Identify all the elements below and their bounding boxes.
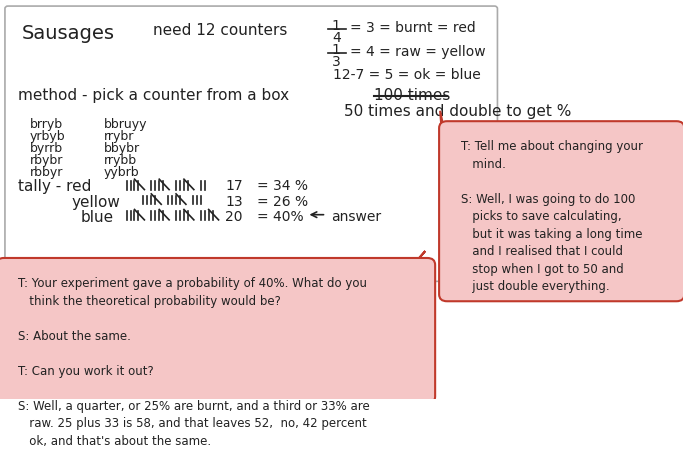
FancyBboxPatch shape <box>5 6 498 281</box>
Text: brryb: brryb <box>30 118 63 131</box>
Text: T: Tell me about changing your
   mind.

S: Well, I was going to do 100
   picks: T: Tell me about changing your mind. S: … <box>461 140 643 293</box>
Text: Sausages: Sausages <box>21 24 115 43</box>
Text: 12-7 = 5 = ok = blue: 12-7 = 5 = ok = blue <box>333 67 481 82</box>
Text: yellow: yellow <box>71 195 120 210</box>
Text: rbybr: rbybr <box>30 154 63 167</box>
Text: bbybr: bbybr <box>104 142 140 155</box>
Text: 50 times and double to get %: 50 times and double to get % <box>344 104 571 119</box>
Text: 100 times: 100 times <box>374 89 451 103</box>
Text: 3: 3 <box>332 55 341 70</box>
Text: bbruyy: bbruyy <box>104 118 147 131</box>
Text: 17: 17 <box>225 179 243 193</box>
Text: byrrb: byrrb <box>30 142 63 155</box>
Text: rbbyr: rbbyr <box>30 166 63 179</box>
Text: rrybr: rrybr <box>104 130 134 143</box>
Text: method - pick a counter from a box: method - pick a counter from a box <box>18 89 289 103</box>
Polygon shape <box>390 251 425 291</box>
Text: need 12 counters: need 12 counters <box>153 23 287 37</box>
Text: = 40%: = 40% <box>257 210 304 225</box>
Text: yybrb: yybrb <box>104 166 140 179</box>
Polygon shape <box>440 111 473 286</box>
Text: = 26 %: = 26 % <box>257 195 308 209</box>
Text: = 4 = raw = yellow: = 4 = raw = yellow <box>350 45 486 59</box>
Text: blue: blue <box>81 210 114 225</box>
Text: 1: 1 <box>332 43 341 57</box>
Text: answer: answer <box>331 210 381 225</box>
Text: 13: 13 <box>225 195 243 209</box>
FancyBboxPatch shape <box>439 121 684 301</box>
FancyBboxPatch shape <box>0 258 435 403</box>
Text: T: Your experiment gave a probability of 40%. What do you
   think the theoretic: T: Your experiment gave a probability of… <box>18 277 370 448</box>
Text: 20: 20 <box>225 210 243 225</box>
Text: yrbyb: yrbyb <box>30 130 65 143</box>
Text: tally - red: tally - red <box>18 179 91 194</box>
Text: = 34 %: = 34 % <box>257 179 308 193</box>
Text: rrybb: rrybb <box>104 154 137 167</box>
Text: 1: 1 <box>332 19 341 33</box>
Text: = 3 = burnt = red: = 3 = burnt = red <box>350 21 476 35</box>
Text: 4: 4 <box>332 31 341 45</box>
